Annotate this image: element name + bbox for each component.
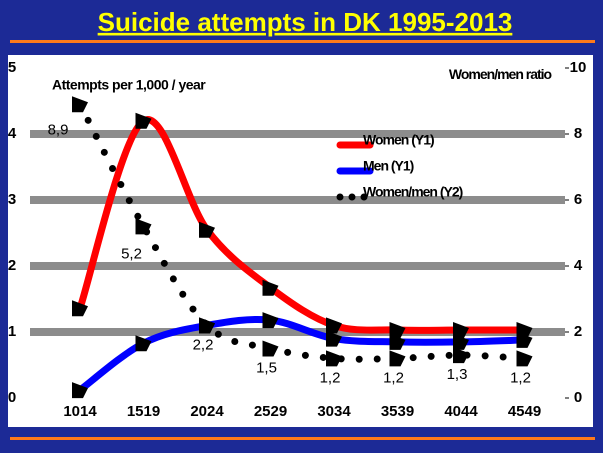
data-label: 1,2 — [320, 369, 341, 386]
point-marker — [199, 221, 215, 238]
y-tick-label: 3 — [8, 191, 16, 208]
point-marker — [453, 347, 469, 364]
data-label: 1,2 — [383, 369, 404, 386]
data-label: 5,2 — [121, 245, 142, 262]
y2-axis-label: Women/men ratio — [448, 66, 552, 82]
point-marker — [262, 312, 279, 329]
data-label: 8,9 — [48, 121, 69, 138]
y2-tick-label: 4 — [574, 257, 583, 274]
x-tick-label: 4549 — [508, 403, 541, 420]
point-marker — [326, 330, 342, 347]
legend-label: Women (Y1) — [363, 132, 434, 148]
x-tick-label: 2024 — [190, 403, 224, 420]
x-tick-label: 1014 — [63, 403, 97, 420]
x-tick-label: 3034 — [317, 403, 351, 420]
y2-tick-label: 0 — [574, 389, 582, 406]
x-tick-label: 1519 — [127, 403, 160, 420]
bottom-rule — [10, 437, 595, 440]
chart-title: Suicide attempts in DK 1995-2013 — [98, 7, 513, 37]
data-label: 1,2 — [510, 369, 531, 386]
legend-label: Women/men (Y2) — [363, 184, 463, 200]
point-marker — [389, 322, 406, 339]
x-tick-label: 3539 — [381, 403, 414, 420]
plot-background — [8, 55, 593, 427]
point-marker — [326, 317, 342, 334]
x-tick-label: 2529 — [254, 403, 287, 420]
y2-tick-label: 8 — [574, 125, 582, 142]
point-marker — [389, 350, 406, 367]
y2-tick-label: 6 — [574, 191, 582, 208]
x-tick-label: 4044 — [444, 403, 478, 420]
point-marker — [453, 333, 469, 350]
point-marker — [135, 218, 152, 235]
y-axis-label: Attempts per 1,000 / year — [52, 77, 206, 93]
point-marker — [453, 322, 469, 339]
point-marker — [72, 96, 88, 113]
y-tick-label: 5 — [8, 59, 16, 76]
data-label: 2,2 — [193, 336, 214, 353]
point-marker — [72, 300, 88, 317]
y-tick-label: 4 — [8, 125, 17, 142]
top-rule — [10, 40, 595, 43]
point-marker — [326, 350, 342, 367]
point-marker — [262, 279, 279, 296]
y2-axis-label-box: Women/men ratio — [448, 66, 552, 82]
point-marker — [72, 382, 88, 399]
point-marker — [516, 350, 533, 367]
point-marker — [262, 340, 279, 357]
y-tick-label: 0 — [8, 389, 16, 406]
data-label: 1,3 — [447, 366, 468, 383]
y2-tick-label: 2 — [574, 323, 582, 340]
point-marker — [516, 331, 533, 348]
y-tick-label: 2 — [8, 257, 16, 274]
point-marker — [135, 335, 152, 352]
data-label: 1,5 — [256, 359, 277, 376]
y2-tick-label: 10 — [570, 59, 587, 76]
y-tick-label: 1 — [8, 323, 16, 340]
point-marker — [199, 317, 215, 334]
legend-label: Men (Y1) — [363, 158, 414, 174]
point-marker — [135, 112, 152, 129]
point-marker — [389, 333, 406, 350]
